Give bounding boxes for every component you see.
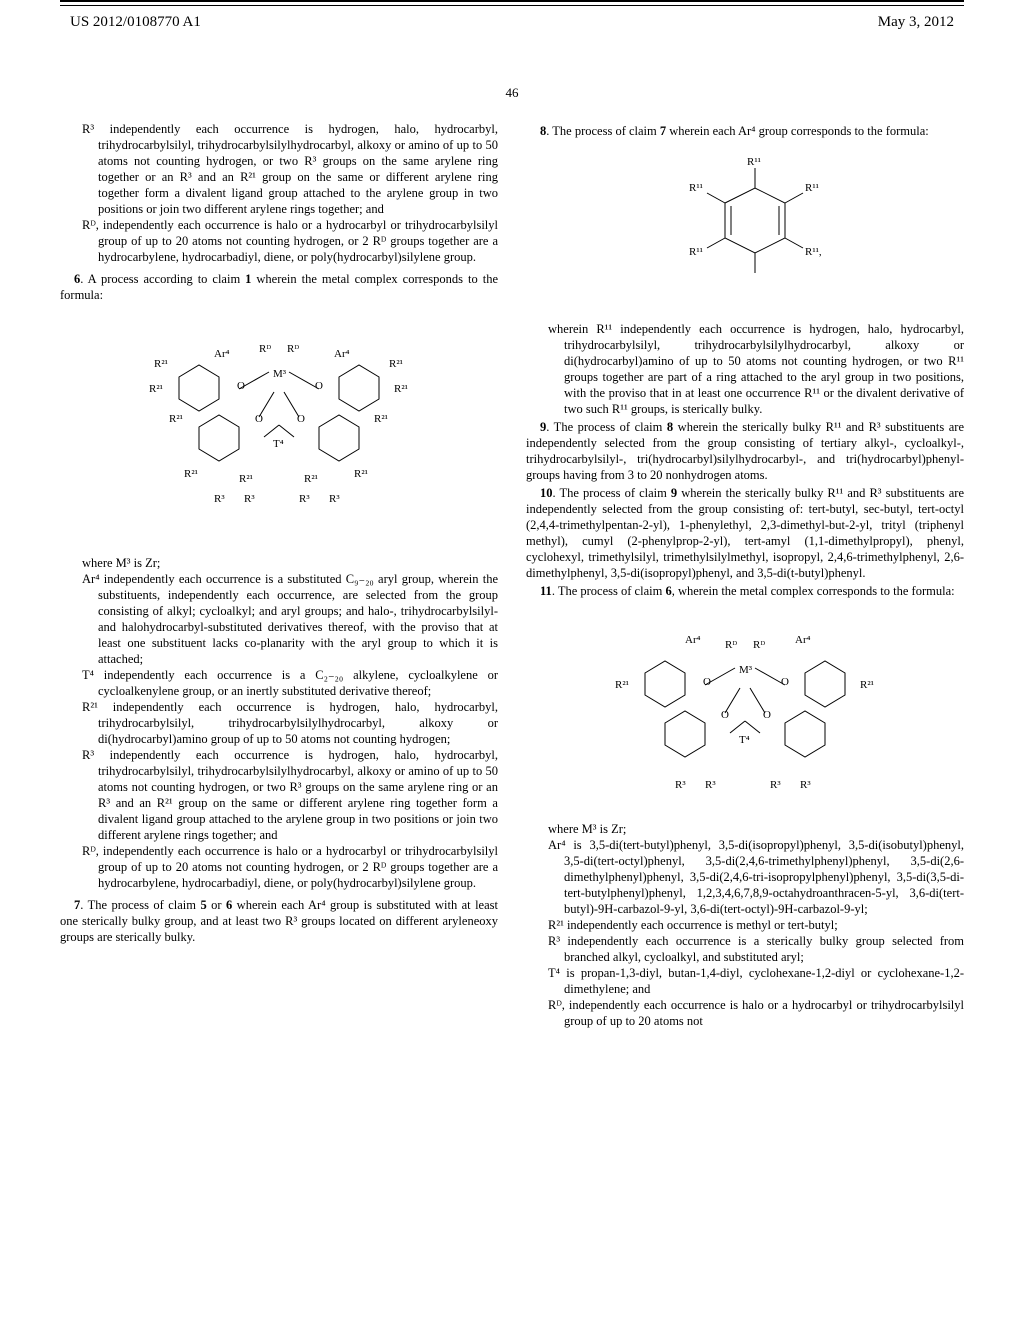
svg-text:Ar⁴: Ar⁴ — [685, 634, 701, 646]
svg-text:O: O — [297, 413, 305, 425]
svg-text:R¹¹: R¹¹ — [689, 182, 703, 194]
svg-text:R²¹: R²¹ — [860, 679, 874, 691]
svg-text:R³: R³ — [244, 493, 255, 505]
svg-text:R²¹: R²¹ — [374, 413, 388, 425]
definition-rd-c: Rᴰ, independently each occurrence is hal… — [526, 997, 964, 1029]
definition-r3-b: R³ independently each occurrence is hydr… — [60, 747, 498, 843]
svg-text:Rᴰ: Rᴰ — [725, 639, 737, 651]
svg-text:Rᴰ: Rᴰ — [287, 343, 299, 355]
svg-text:R²¹: R²¹ — [389, 358, 403, 370]
chemical-structure-1: R²¹ Ar⁴ Rᴰ Rᴰ Ar⁴ R²¹ R²¹ R²¹ R²¹ R²¹ R²… — [60, 317, 498, 541]
patent-number: US 2012/0108770 A1 — [70, 14, 201, 31]
svg-text:M³: M³ — [739, 664, 753, 676]
svg-text:R²¹: R²¹ — [169, 413, 183, 425]
svg-text:R²¹: R²¹ — [239, 473, 253, 485]
claim-10: 10. The process of claim 9 wherein the s… — [526, 485, 964, 581]
definition-r21: R²¹ independently each occurrence is hyd… — [60, 699, 498, 747]
svg-text:O: O — [237, 380, 245, 392]
left-column: R³ independently each occurrence is hydr… — [60, 121, 498, 1029]
claim-11: 11. The process of claim 6, wherein the … — [526, 583, 964, 599]
claim-9: 9. The process of claim 8 wherein the st… — [526, 419, 964, 483]
publication-date: May 3, 2012 — [878, 14, 954, 31]
svg-text:O: O — [763, 709, 771, 721]
definition-r3: R³ independently each occurrence is hydr… — [60, 121, 498, 217]
svg-text:R²¹: R²¹ — [154, 358, 168, 370]
svg-text:R¹¹: R¹¹ — [689, 246, 703, 258]
svg-text:Ar⁴: Ar⁴ — [795, 634, 811, 646]
definition-t4-b: T⁴ is propan-1,3-diyl, butan-1,4-diyl, c… — [526, 965, 964, 997]
svg-text:O: O — [781, 676, 789, 688]
svg-text:R³: R³ — [214, 493, 225, 505]
definition-rd: Rᴰ, independently each occurrence is hal… — [60, 217, 498, 265]
svg-text:R¹¹: R¹¹ — [805, 182, 819, 194]
svg-text:Rᴰ: Rᴰ — [259, 343, 271, 355]
definition-t4: T⁴ independently each occurrence is a C₂… — [60, 667, 498, 699]
svg-text:Ar⁴: Ar⁴ — [334, 348, 350, 360]
svg-text:R³: R³ — [675, 779, 686, 791]
svg-text:R²¹: R²¹ — [354, 468, 368, 480]
page-header: US 2012/0108770 A1 May 3, 2012 — [60, 0, 964, 55]
chemical-structure-3: Ar⁴ Rᴰ Rᴰ Ar⁴ R²¹ R²¹ R³ R³ R³ R³ M³ T⁴ … — [526, 613, 964, 807]
claim-7: 7. The process of claim 5 or 6 wherein e… — [60, 897, 498, 945]
svg-text:T⁴: T⁴ — [273, 438, 284, 450]
svg-text:O: O — [255, 413, 263, 425]
definition-r21-b: R²¹ independently each occurrence is met… — [526, 917, 964, 933]
page-number: 46 — [0, 85, 1024, 101]
svg-text:M³: M³ — [273, 368, 287, 380]
definition-r11: wherein R¹¹ independently each occurrenc… — [526, 321, 964, 417]
svg-text:R³: R³ — [705, 779, 716, 791]
svg-text:R³: R³ — [329, 493, 340, 505]
definition-ar4: Ar⁴ independently each occurrence is a s… — [60, 571, 498, 667]
svg-text:R²¹: R²¹ — [304, 473, 318, 485]
svg-text:R³: R³ — [299, 493, 310, 505]
svg-text:R³: R³ — [800, 779, 811, 791]
svg-text:Rᴰ: Rᴰ — [753, 639, 765, 651]
content-area: R³ independently each occurrence is hydr… — [60, 121, 964, 1029]
chemical-structure-2: R¹¹ R¹¹ R¹¹ R¹¹ R¹¹, — [526, 153, 964, 307]
svg-text:R³: R³ — [770, 779, 781, 791]
svg-text:R²¹: R²¹ — [184, 468, 198, 480]
svg-text:R¹¹,: R¹¹, — [805, 246, 822, 258]
svg-text:R¹¹: R¹¹ — [747, 156, 761, 168]
definition-ar4-list: Ar⁴ is 3,5-di(tert-butyl)phenyl, 3,5-di(… — [526, 837, 964, 917]
svg-text:O: O — [703, 676, 711, 688]
right-column: 8. The process of claim 7 wherein each A… — [526, 121, 964, 1029]
where-m3: where M³ is Zr; — [60, 555, 498, 571]
svg-text:R²¹: R²¹ — [149, 383, 163, 395]
svg-text:R²¹: R²¹ — [394, 383, 408, 395]
svg-text:T⁴: T⁴ — [739, 734, 750, 746]
where-m3-b: where M³ is Zr; — [526, 821, 964, 837]
definition-rd-b: Rᴰ, independently each occurrence is hal… — [60, 843, 498, 891]
claim-8: 8. The process of claim 7 wherein each A… — [526, 123, 964, 139]
svg-text:R²¹: R²¹ — [615, 679, 629, 691]
svg-text:Ar⁴: Ar⁴ — [214, 348, 230, 360]
svg-text:O: O — [315, 380, 323, 392]
svg-text:O: O — [721, 709, 729, 721]
definition-r3-c: R³ independently each occurrence is a st… — [526, 933, 964, 965]
claim-6: 6. A process according to claim 1 wherei… — [60, 271, 498, 303]
